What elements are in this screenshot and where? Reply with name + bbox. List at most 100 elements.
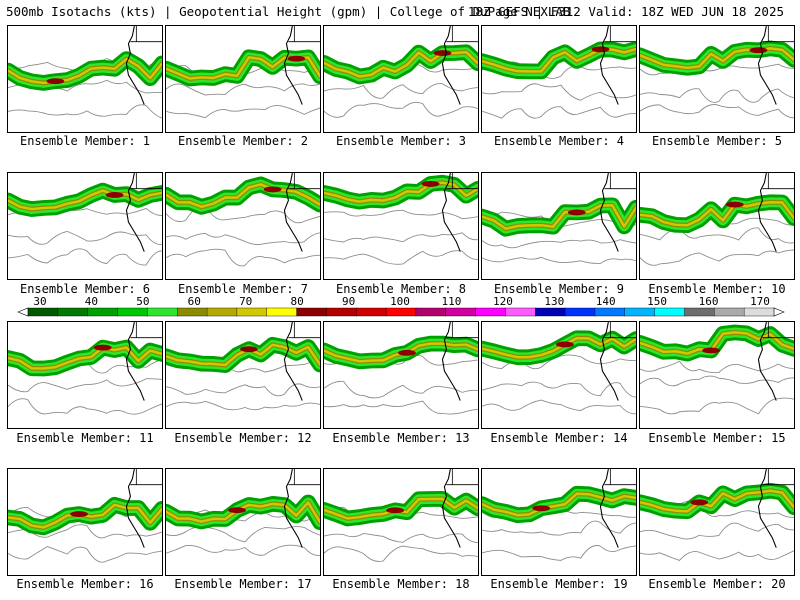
political-border (288, 469, 320, 486)
jet-core (70, 511, 88, 517)
colorbar-swatch (206, 307, 238, 317)
colorbar-swatch (87, 307, 119, 317)
height-contour (166, 105, 320, 119)
height-contour (166, 205, 320, 224)
height-contour (482, 399, 636, 415)
isotach-map (8, 469, 162, 563)
coastline (441, 469, 461, 548)
colorbar-tick-label: 110 (441, 295, 461, 308)
isotach-map (8, 322, 162, 415)
height-contour (482, 83, 636, 101)
height-contour (482, 354, 636, 370)
isotach-band (482, 47, 636, 73)
ensemble-member-panel (481, 321, 637, 429)
run-valid-time: 18Z GEFS | F312 Valid: 18Z WED JUN 18 20… (467, 4, 784, 19)
isotach-map (324, 173, 478, 265)
coastline (757, 173, 777, 252)
colorbar-tick-label: 90 (342, 295, 355, 308)
height-contour (324, 101, 478, 118)
coastline (757, 322, 777, 401)
coastline (283, 173, 303, 252)
ensemble-member-panel (481, 172, 637, 280)
political-border (604, 173, 636, 190)
height-contour (324, 545, 478, 562)
ensemble-member-label: Ensemble Member: 15 (648, 431, 786, 445)
isotach-band (8, 189, 162, 211)
height-contour (324, 232, 478, 243)
colorbar-swatch (505, 307, 536, 317)
political-border (604, 469, 636, 486)
jet-core (93, 344, 112, 351)
political-border (288, 173, 320, 190)
height-contour (640, 104, 794, 119)
isotach-map (482, 173, 636, 264)
political-border (446, 322, 478, 339)
jet-core (591, 46, 610, 53)
political-border (762, 322, 794, 339)
jet-core (240, 346, 258, 353)
jet-core (263, 186, 282, 193)
height-contour (324, 250, 478, 265)
ensemble-member-panel (7, 25, 163, 133)
coastline (125, 322, 145, 401)
colorbar-swatch (147, 307, 178, 317)
political-border (288, 26, 320, 43)
colorbar-tick-label: 70 (239, 295, 252, 308)
ensemble-member-panel (7, 172, 163, 280)
colorbar-left-arrow (17, 307, 29, 317)
isotach-band (166, 343, 320, 367)
coastline (599, 26, 619, 105)
colorbar-swatch (266, 307, 298, 317)
height-contour (640, 249, 794, 266)
height-contour (8, 248, 162, 266)
ensemble-member-label: Ensemble Member: 6 (19, 282, 151, 296)
coastline (125, 173, 145, 252)
colorbar-tick-label: 40 (85, 295, 98, 308)
isotach-map (166, 322, 320, 411)
isotach-map (324, 322, 478, 415)
colorbar-swatch (654, 307, 686, 317)
isotach-map (482, 322, 636, 415)
political-border (604, 322, 636, 339)
ensemble-member-label: Ensemble Member: 4 (493, 134, 625, 148)
height-contour (324, 380, 478, 399)
colorbar-swatch (326, 307, 357, 317)
colorbar-swatch (743, 307, 775, 317)
political-border (446, 173, 478, 190)
colorbar-swatch (296, 307, 328, 317)
colorbar-swatch (356, 307, 387, 317)
colorbar-tick-label: 170 (750, 295, 770, 308)
ensemble-member-panel (323, 25, 479, 133)
coastline (283, 469, 303, 548)
height-contour (8, 230, 162, 245)
isotach-band (166, 501, 320, 524)
height-contour (640, 397, 794, 415)
isotach-colorbar: 30 40 50 60 70 80 90 100 110 120 130 140 150 160 170 (14, 294, 790, 320)
ensemble-member-label: Ensemble Member: 5 (651, 134, 783, 148)
ensemble-member-panel (7, 468, 163, 576)
political-border (130, 26, 162, 43)
colorbar-swatch (475, 307, 507, 317)
height-contour (640, 360, 794, 374)
jet-core (725, 201, 744, 208)
coastline (441, 173, 461, 252)
isotach-band (640, 201, 794, 227)
ensemble-member-panel (639, 321, 795, 429)
height-contour (640, 88, 794, 103)
political-border (762, 173, 794, 190)
jet-core (433, 50, 452, 57)
ensemble-member-panel (7, 321, 163, 429)
isotach-map (324, 26, 478, 118)
coastline (125, 469, 145, 548)
isotach-map (640, 469, 794, 561)
jet-core (749, 47, 768, 54)
height-contour (640, 550, 794, 561)
isotach-map (8, 26, 162, 119)
isotach-map (640, 322, 794, 415)
isotach-band (324, 50, 478, 78)
isotach-map (166, 26, 320, 119)
coastline (125, 26, 145, 105)
colorbar-swatch (535, 307, 566, 317)
isotach-map (640, 173, 794, 266)
isotach-map (640, 26, 794, 119)
